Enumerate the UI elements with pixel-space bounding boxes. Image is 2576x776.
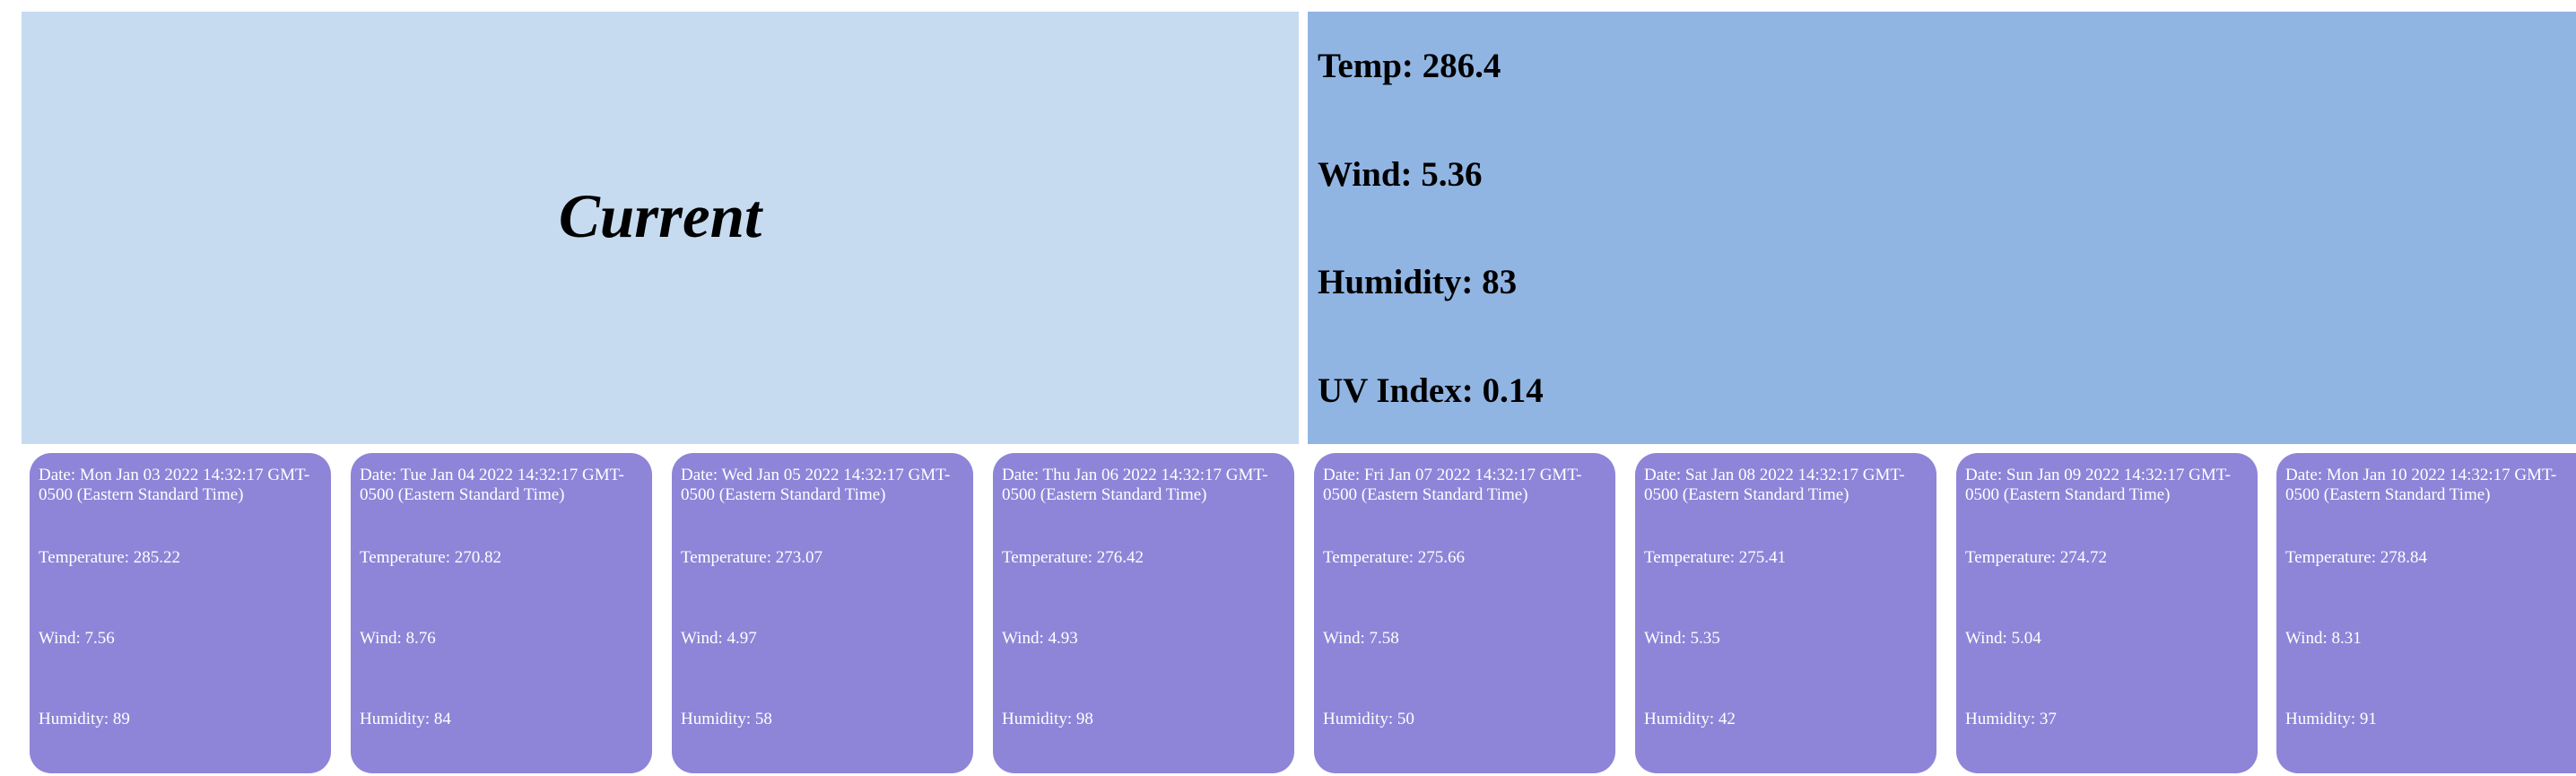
forecast-date: Date: Fri Jan 07 2022 14:32:17 GMT-0500 … — [1323, 466, 1582, 504]
forecast-temperature: Temperature: 275.41 — [1644, 548, 1787, 567]
forecast-temperature: Temperature: 285.22 — [39, 548, 181, 567]
current-humidity: Humidity: 83 — [1318, 263, 1518, 301]
forecast-wind: Wind: 7.58 — [1323, 629, 1399, 648]
forecast-humidity: Humidity: 98 — [1002, 710, 1093, 728]
forecast-temperature: Temperature: 270.82 — [360, 548, 502, 567]
forecast-humidity: Humidity: 91 — [2285, 710, 2377, 728]
forecast-card: Date: Sat Jan 08 2022 14:32:17 GMT-0500 … — [1635, 453, 1936, 773]
forecast-card: Date: Mon Jan 03 2022 14:32:17 GMT-0500 … — [30, 453, 331, 773]
forecast-date: Date: Thu Jan 06 2022 14:32:17 GMT-0500 … — [1002, 466, 1268, 504]
forecast-card: Date: Thu Jan 06 2022 14:32:17 GMT-0500 … — [993, 453, 1294, 773]
current-panel: Current — [22, 12, 1299, 444]
forecast-temperature: Temperature: 273.07 — [681, 548, 823, 567]
forecast-wind: Wind: 8.76 — [360, 629, 436, 648]
forecast-wind: Wind: 4.97 — [681, 629, 757, 648]
forecast-humidity: Humidity: 58 — [681, 710, 772, 728]
current-title: Current — [558, 181, 762, 250]
forecast-wind: Wind: 5.35 — [1644, 629, 1720, 648]
forecast-humidity: Humidity: 50 — [1323, 710, 1414, 728]
forecast-wind: Wind: 4.93 — [1002, 629, 1078, 648]
forecast-card: Date: Wed Jan 05 2022 14:32:17 GMT-0500 … — [672, 453, 973, 773]
current-wind: Wind: 5.36 — [1318, 155, 1483, 194]
forecast-humidity: Humidity: 37 — [1965, 710, 2057, 728]
forecast-card: Date: Sun Jan 09 2022 14:32:17 GMT-0500 … — [1956, 453, 2258, 773]
forecast-wind: Wind: 8.31 — [2285, 629, 2362, 648]
forecast-wind: Wind: 5.04 — [1965, 629, 2041, 648]
current-uv-index: UV Index: 0.14 — [1318, 371, 1544, 410]
forecast-date: Date: Wed Jan 05 2022 14:32:17 GMT-0500 … — [681, 466, 951, 504]
forecast-temperature: Temperature: 275.66 — [1323, 548, 1466, 567]
forecast-temperature: Temperature: 274.72 — [1965, 548, 2108, 567]
forecast-date: Date: Mon Jan 03 2022 14:32:17 GMT-0500 … — [39, 466, 310, 504]
forecast-humidity: Humidity: 84 — [360, 710, 451, 728]
forecast-humidity: Humidity: 42 — [1644, 710, 1736, 728]
forecast-card: Date: Mon Jan 10 2022 14:32:17 GMT-0500 … — [2276, 453, 2576, 773]
current-temp: Temp: 286.4 — [1318, 47, 1501, 85]
forecast-card: Date: Tue Jan 04 2022 14:32:17 GMT-0500 … — [351, 453, 652, 773]
forecast-date: Date: Sat Jan 08 2022 14:32:17 GMT-0500 … — [1644, 466, 1905, 504]
forecast-humidity: Humidity: 89 — [39, 710, 130, 728]
forecast-temperature: Temperature: 278.84 — [2285, 548, 2428, 567]
forecast-wind: Wind: 7.56 — [39, 629, 115, 648]
forecast-date: Date: Mon Jan 10 2022 14:32:17 GMT-0500 … — [2285, 466, 2557, 504]
forecast-temperature: Temperature: 276.42 — [1002, 548, 1144, 567]
forecast-date: Date: Sun Jan 09 2022 14:32:17 GMT-0500 … — [1965, 466, 2231, 504]
current-stats-panel: Temp: 286.4 Wind: 5.36 Humidity: 83 UV I… — [1308, 12, 2576, 444]
forecast-row: Date: Mon Jan 03 2022 14:32:17 GMT-0500 … — [0, 453, 2576, 776]
forecast-date: Date: Tue Jan 04 2022 14:32:17 GMT-0500 … — [360, 466, 624, 504]
forecast-card: Date: Fri Jan 07 2022 14:32:17 GMT-0500 … — [1314, 453, 1615, 773]
